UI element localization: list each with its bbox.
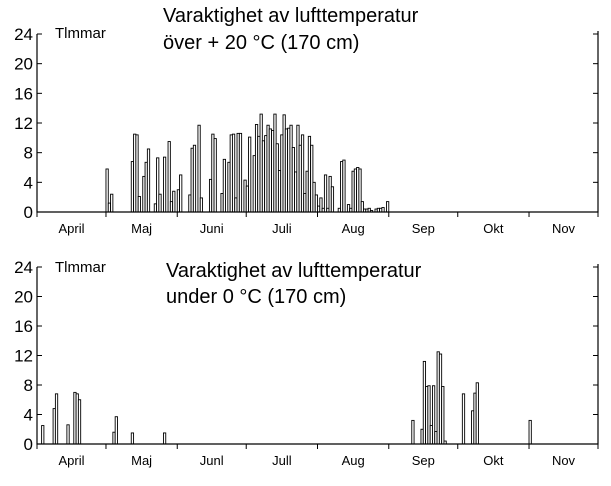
bar bbox=[77, 399, 82, 445]
x-tick-label: Junl bbox=[200, 453, 224, 468]
bar bbox=[146, 148, 151, 213]
bar bbox=[158, 193, 162, 213]
x-tick-label: Aug bbox=[342, 221, 365, 236]
y-unit-label: Tlmmar bbox=[55, 25, 106, 42]
bar bbox=[162, 156, 167, 213]
plot-frame bbox=[36, 31, 599, 213]
x-tick-label: Aug bbox=[342, 453, 365, 468]
x-tick-label: April bbox=[58, 221, 84, 236]
bar bbox=[66, 424, 70, 445]
y-tick-label: 20 bbox=[14, 55, 33, 74]
bar-series-below-0c bbox=[41, 351, 532, 445]
bar bbox=[441, 386, 445, 445]
y-unit-label: Tlmmar bbox=[55, 259, 106, 276]
x-axis-month-labels: April Maj Juni Juli Aug Sep Okt Nov bbox=[36, 212, 599, 236]
y-tick-label: 24 bbox=[14, 258, 33, 277]
bar bbox=[222, 158, 226, 213]
bar bbox=[411, 419, 415, 445]
x-tick-label: Juli bbox=[272, 221, 292, 236]
x-axis-month-labels: April Maj Junl Jull Aug Sep Okt Nov bbox=[36, 444, 599, 468]
bar bbox=[114, 416, 118, 445]
y-tick-label: 4 bbox=[24, 173, 33, 192]
y-tick-label: 12 bbox=[14, 347, 33, 366]
y-tick-label: 16 bbox=[14, 317, 33, 336]
bar bbox=[41, 425, 45, 445]
bar bbox=[137, 195, 141, 213]
chart-panel-frost: 0 4 8 12 16 20 24 April Maj Junl Jull Aug Sep Okt Nov… bbox=[14, 258, 599, 468]
bar bbox=[323, 174, 328, 213]
y-tick-label: 12 bbox=[14, 114, 33, 133]
x-tick-label: Sep bbox=[412, 221, 435, 236]
x-tick-label: Okt bbox=[483, 453, 504, 468]
y-tick-label: 8 bbox=[24, 376, 33, 395]
x-tick-label: Juni bbox=[200, 221, 224, 236]
bar bbox=[386, 201, 390, 213]
bar bbox=[179, 174, 183, 213]
x-tick-label: Sep bbox=[412, 453, 435, 468]
chart-panel-warm: 0 4 8 12 16 20 24 April Maj Juni Juli Aug Sep Okt Nov… bbox=[14, 5, 599, 236]
bar bbox=[213, 138, 217, 213]
y-axis-ticks: 0 4 8 12 16 20 24 bbox=[14, 258, 598, 454]
x-tick-label: April bbox=[58, 453, 84, 468]
y-tick-label: 8 bbox=[24, 144, 33, 163]
y-tick-label: 4 bbox=[24, 406, 33, 425]
bar bbox=[54, 393, 59, 445]
bar bbox=[330, 186, 335, 213]
y-tick-label: 0 bbox=[24, 435, 33, 454]
x-tick-label: Nov bbox=[552, 221, 576, 236]
chart-title-line-2: över + 20 °C (170 cm) bbox=[163, 32, 359, 54]
bar bbox=[461, 393, 466, 445]
bar bbox=[342, 159, 346, 213]
chart-title-line-1: Varaktighet av lufttemperatur bbox=[166, 260, 422, 282]
bar bbox=[130, 432, 135, 445]
y-tick-label: 24 bbox=[14, 25, 33, 44]
bar bbox=[248, 136, 252, 213]
bar bbox=[238, 132, 243, 213]
bar bbox=[172, 190, 176, 213]
x-tick-label: Nov bbox=[552, 453, 576, 468]
chart-title-line-1: Varaktighet av lufttemperatur bbox=[163, 5, 419, 27]
bar bbox=[199, 197, 203, 213]
x-tick-label: Jull bbox=[272, 453, 292, 468]
bar bbox=[110, 193, 114, 213]
y-tick-label: 16 bbox=[14, 84, 33, 103]
bar-series-above-20c bbox=[105, 113, 390, 213]
y-tick-label: 0 bbox=[24, 203, 33, 222]
bar bbox=[162, 432, 167, 445]
y-tick-label: 20 bbox=[14, 288, 33, 307]
x-tick-label: Maj bbox=[131, 453, 152, 468]
x-tick-label: Maj bbox=[131, 221, 152, 236]
bar bbox=[528, 419, 532, 445]
bar bbox=[381, 207, 385, 213]
x-tick-label: Okt bbox=[483, 221, 504, 236]
bar bbox=[192, 144, 197, 213]
chart-title-line-2: under 0 °C (170 cm) bbox=[166, 286, 346, 308]
bar bbox=[475, 382, 479, 445]
y-axis-ticks: 0 4 8 12 16 20 24 bbox=[14, 25, 598, 222]
plot-frame bbox=[36, 264, 599, 445]
